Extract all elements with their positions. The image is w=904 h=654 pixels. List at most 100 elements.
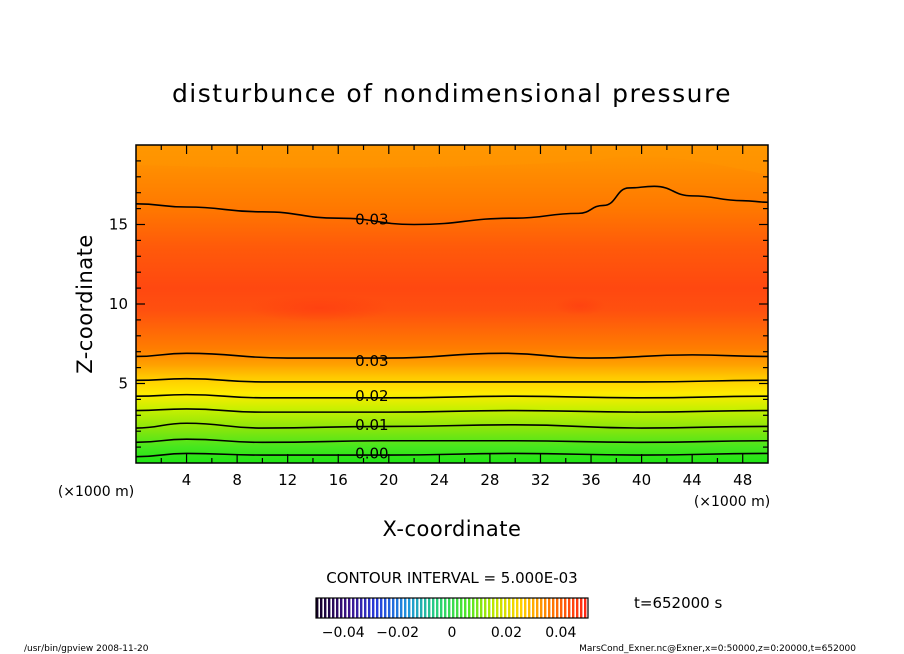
colorbar-stripe [368,598,371,618]
colorbar-stripe [468,598,471,618]
colorbar-stripe [364,598,367,618]
colorbar-stripe [332,598,335,618]
colorbar-stripe [336,598,339,618]
colorbar-stripe [484,598,487,618]
x-axis-label: X-coordinate [383,517,522,541]
colorbar-stripe [376,598,379,618]
colorbar-stripe [328,598,331,618]
colorbar [316,598,587,618]
colorbar-stripe [464,598,467,618]
colorbar-stripe [344,598,347,618]
x-tick-label: 36 [581,471,600,489]
x-unit-label: (×1000 m) [694,494,770,510]
x-tick-label: 16 [329,471,348,489]
colorbar-tick-label: 0.04 [545,625,576,641]
colorbar-stripe [540,598,543,618]
colorbar-stripe [520,598,523,618]
colorbar-stripe [580,598,583,618]
x-tick-label: 48 [733,471,752,489]
contour-labels: 0.03 0.03 0.02 0.01 0.00 [355,211,388,463]
plot-area [136,145,768,463]
colorbar-stripe [440,598,443,618]
contour-label: 0.03 [355,352,388,370]
colorbar-stripe [420,598,423,618]
colorbar-stripe [324,598,327,618]
footer-right: MarsCond_Exner.nc@Exner,x=0:50000,z=0:20… [579,644,856,654]
colorbar-stripe [416,598,419,618]
colorbar-stripe [400,598,403,618]
colorbar-stripe [544,598,547,618]
x-tick-label: 4 [182,471,192,489]
x-tick-label: 12 [278,471,297,489]
colorbar-stripe [412,598,415,618]
y-tick-label: 5 [118,375,128,393]
colorbar-stripe [360,598,363,618]
colorbar-tick-label: 0.02 [491,625,522,641]
colorbar-stripe [492,598,495,618]
contour-line [136,408,768,413]
contour-line [136,422,768,429]
colorbar-stripe [504,598,507,618]
colorbar-stripe [436,598,439,618]
upper-orange-band [136,145,768,175]
pressure-maximum-core [555,297,605,315]
colorbar-stripe [560,598,563,618]
x-axis-tick-labels: 4 8 12 16 20 24 28 32 36 40 44 48 [182,471,752,489]
colorbar-tick-label: −0.04 [322,625,365,641]
colorbar-stripe [500,598,503,618]
colorbar-stripe [380,598,383,618]
colorbar-stripe [456,598,459,618]
axis-tick-marks [136,145,768,463]
colorbar-stripe [524,598,527,618]
contour-line [136,377,768,383]
time-label: t=652000 s [634,594,722,612]
colorbar-stripe [528,598,531,618]
colorbar-stripe [488,598,491,618]
colorbar-stripe [512,598,515,618]
colorbar-stripe [564,598,567,618]
contour-line [136,452,768,458]
colorbar-stripe [572,598,575,618]
colorbar-stripe [552,598,555,618]
contour-label: 0.02 [355,387,388,405]
contour-line [136,438,768,444]
colorbar-tick-label: −0.02 [376,625,419,641]
colorbar-stripe [320,598,323,618]
contour-label: 0.01 [355,416,388,434]
colorbar-stripe [408,598,411,618]
colorbar-stripe [432,598,435,618]
footer-left: /usr/bin/gpview 2008-11-20 [24,644,149,654]
y-unit-label: (×1000 m) [58,484,134,500]
colorbar-stripe [352,598,355,618]
contour-label: 0.03 [355,211,388,229]
chart-title: disturbunce of nondimensional pressure [172,79,732,108]
colorbar-stripe [576,598,579,618]
contour-lines [136,185,768,458]
contour-interval-text: CONTOUR INTERVAL = 5.000E-03 [326,569,577,587]
colorbar-stripe [584,598,587,618]
colorbar-stripe [472,598,475,618]
colorbar-stripe [428,598,431,618]
colorbar-stripe [424,598,427,618]
contour-label: 0.00 [355,444,388,462]
x-tick-label: 8 [232,471,242,489]
contour-line [136,352,768,359]
colorbar-stripe [548,598,551,618]
colorbar-stripe [384,598,387,618]
x-tick-label: 44 [683,471,702,489]
colorbar-stripe [348,598,351,618]
colorbar-stripe [508,598,511,618]
colorbar-stripe [448,598,451,618]
colorbar-stripe [340,598,343,618]
colorbar-stripe [316,598,319,618]
colorbar-stripe [568,598,571,618]
y-tick-label: 15 [109,216,128,234]
colorbar-stripe [496,598,499,618]
colorbar-stripe [392,598,395,618]
pressure-maximum-core [250,294,390,322]
colorbar-stripe [356,598,359,618]
colorbar-tick-labels: −0.04 −0.02 0 0.02 0.04 [322,625,577,641]
colorbar-stripe [480,598,483,618]
colorbar-stripe [404,598,407,618]
